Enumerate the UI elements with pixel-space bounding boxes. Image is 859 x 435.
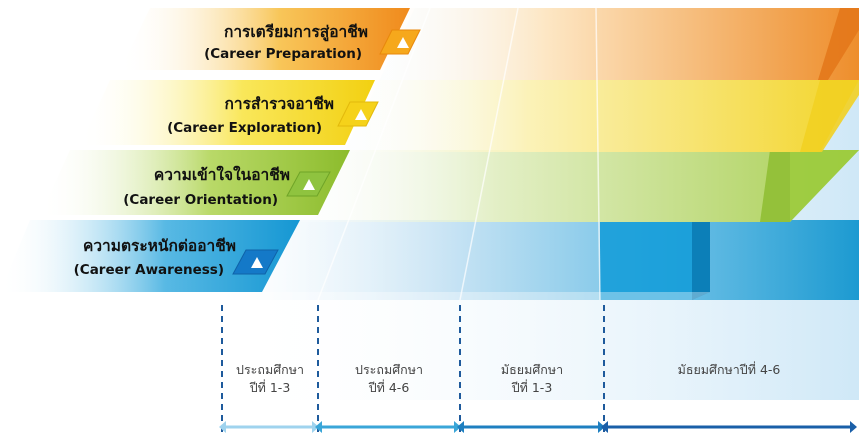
timeline-arrows	[219, 421, 857, 433]
level-band-awareness	[222, 210, 859, 300]
level-thai-exploration: การสำรวจอาชีพ	[225, 95, 334, 113]
level-english-exploration: (Career Exploration)	[167, 120, 322, 136]
play-icon-orientation	[286, 171, 331, 197]
arrow-primary-1-3	[219, 421, 319, 433]
column-label-secondary-4-6: มัธยมศึกษาปีที่ 4-6	[677, 362, 781, 377]
level-english-preparation: (Career Preparation)	[204, 46, 362, 62]
arrow-primary-4-6	[315, 421, 461, 433]
level-thai-awareness: ความตระหนักต่ออาชีพ	[83, 237, 236, 255]
level-band-orientation	[300, 150, 859, 222]
level-thai-preparation: การเตรียมการสู่อาชีพ	[224, 23, 368, 43]
level-label-awareness	[0, 220, 300, 292]
level-band-exploration	[350, 80, 859, 152]
level-label-orientation	[40, 150, 350, 215]
play-icon-preparation	[379, 29, 421, 55]
level-label-preparation	[120, 8, 410, 70]
play-icon-awareness	[232, 249, 279, 275]
level-band-preparation	[375, 8, 859, 80]
play-icon-exploration	[337, 101, 379, 127]
level-thai-orientation: ความเข้าใจในอาชีพ	[154, 165, 290, 184]
level-english-awareness: (Career Awareness)	[74, 262, 224, 278]
column-label-primary-4-6: ประถมศึกษา ปีที่ 4-6	[355, 362, 423, 395]
level-label-exploration	[80, 80, 375, 145]
level-english-orientation: (Career Orientation)	[123, 192, 278, 208]
column-label-primary-1-3: ประถมศึกษา ปีที่ 1-3	[236, 362, 304, 395]
column-label-secondary-1-3: มัธยมศึกษา ปีที่ 1-3	[500, 362, 564, 395]
arrow-secondary-1-3	[457, 421, 605, 433]
grid-lines	[317, 7, 601, 301]
arrow-secondary-4-6	[601, 421, 857, 433]
